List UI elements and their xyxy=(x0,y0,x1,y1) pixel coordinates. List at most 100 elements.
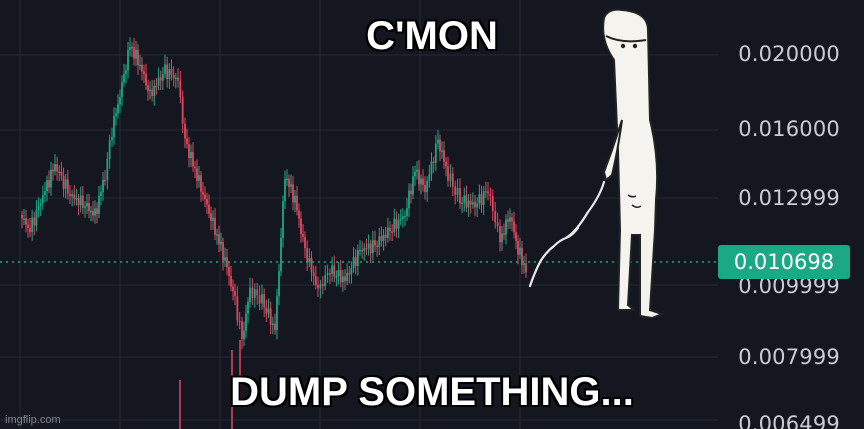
candle-body xyxy=(79,195,82,206)
candle-body xyxy=(443,150,445,162)
candle-body xyxy=(249,287,251,303)
candle-body xyxy=(288,178,290,187)
candle-body xyxy=(232,286,234,292)
candle-body xyxy=(256,289,259,296)
candle-body xyxy=(224,257,226,261)
candle-body xyxy=(86,202,88,207)
candle-body xyxy=(503,233,505,235)
candle-body xyxy=(350,267,353,275)
candle-body xyxy=(92,210,94,216)
candle-body xyxy=(321,284,324,287)
candle-body xyxy=(77,198,80,206)
candle-body xyxy=(106,159,109,181)
candle-body xyxy=(463,195,466,203)
candle-body xyxy=(258,295,261,304)
candle-body xyxy=(269,308,272,325)
candle-body xyxy=(113,116,115,138)
candle-body xyxy=(294,195,296,203)
candle-body xyxy=(374,240,376,246)
stick-figure-icon xyxy=(602,8,665,320)
candle-body xyxy=(389,227,391,232)
candle-body xyxy=(190,152,192,159)
candle-body xyxy=(399,219,402,221)
candle-body xyxy=(164,64,166,74)
candle-body xyxy=(333,265,336,277)
candle-body xyxy=(243,330,245,340)
candle-body xyxy=(153,85,156,97)
candle-body xyxy=(348,273,351,275)
stick-pointer-icon xyxy=(528,180,606,288)
candle-body xyxy=(64,179,67,189)
candle-body xyxy=(408,190,410,209)
candle-body xyxy=(432,161,435,164)
candle-body xyxy=(131,46,133,49)
candle-body xyxy=(214,217,216,235)
candle-body xyxy=(412,176,414,195)
candle-body xyxy=(451,173,454,187)
candle-body xyxy=(123,73,125,83)
candle-body xyxy=(371,240,374,254)
candle-body xyxy=(282,201,284,238)
candle-body xyxy=(102,179,104,193)
candle-body xyxy=(363,248,366,251)
candle-body xyxy=(210,213,212,221)
candle-body xyxy=(100,192,102,196)
candle-body xyxy=(73,194,76,199)
candle-body xyxy=(58,171,61,174)
candle-body xyxy=(184,123,186,139)
candle-body xyxy=(181,97,184,124)
candle-body xyxy=(491,195,494,212)
candle-body xyxy=(439,139,441,152)
candle-body xyxy=(29,227,31,233)
candle-body xyxy=(204,194,206,199)
candle-body xyxy=(90,210,92,213)
candle-body xyxy=(378,236,381,247)
candle-body xyxy=(461,202,464,205)
price-axis-label: 0.012999 xyxy=(738,186,840,210)
candle-body xyxy=(465,195,468,208)
candle-body xyxy=(310,258,313,273)
watermark-text: imgflip.com xyxy=(5,414,61,426)
candle-body xyxy=(147,85,149,92)
candle-body xyxy=(424,184,426,192)
candle-body xyxy=(501,233,503,243)
candle-body xyxy=(206,198,208,205)
candle-body xyxy=(41,195,44,204)
candle-body xyxy=(267,308,270,314)
candle-body xyxy=(151,89,154,97)
candle-body xyxy=(125,70,127,74)
candle-body xyxy=(346,273,349,282)
candle-body xyxy=(397,220,400,229)
candle-body xyxy=(445,161,447,167)
candle-body xyxy=(382,234,385,241)
candle-body xyxy=(84,206,86,208)
candle-body xyxy=(46,180,48,192)
candle-body xyxy=(416,169,418,172)
candle-body xyxy=(177,77,179,81)
candle-body xyxy=(395,218,398,229)
candle-body xyxy=(467,200,470,208)
current-price-tag: 0.010698 xyxy=(718,245,850,279)
candle-body xyxy=(459,187,461,204)
candle-body xyxy=(302,233,304,238)
candle-body xyxy=(369,243,372,254)
candle-body xyxy=(525,263,527,273)
candle-body xyxy=(157,77,160,86)
candle-body xyxy=(196,168,198,181)
candle-body xyxy=(384,234,387,238)
candle-body xyxy=(186,138,188,145)
candle-body xyxy=(393,218,396,232)
candle-body xyxy=(344,276,346,282)
candle-body xyxy=(263,294,266,308)
meme-bottom-caption: DUMP SOMETHING... xyxy=(230,370,634,414)
candle-body xyxy=(161,73,164,81)
candle-body xyxy=(274,323,276,331)
candle-body xyxy=(469,200,472,205)
candle-body xyxy=(376,245,379,247)
candle-body xyxy=(137,49,139,66)
candle-body xyxy=(33,217,36,226)
candle-body xyxy=(155,85,158,88)
candle-body xyxy=(202,191,204,195)
candle-body xyxy=(166,64,169,79)
candle-body xyxy=(247,302,249,314)
